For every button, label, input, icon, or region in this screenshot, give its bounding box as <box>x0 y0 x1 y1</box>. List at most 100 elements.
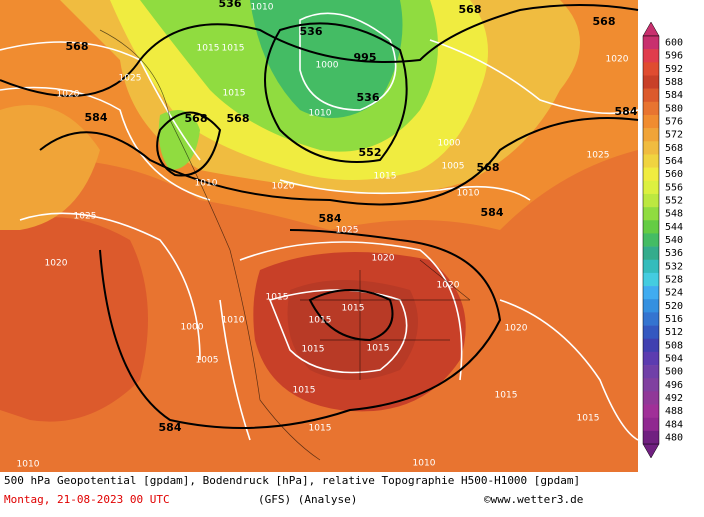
legend-label: 504 <box>665 353 683 364</box>
contour-label: 1020 <box>505 324 528 334</box>
legend-label: 556 <box>665 182 683 193</box>
legend-swatch <box>643 75 659 89</box>
legend-swatch <box>643 88 659 103</box>
contour-label: 1025 <box>74 212 97 222</box>
legend-label: 496 <box>665 380 683 391</box>
legend-label: 524 <box>665 288 683 299</box>
contour-label: 1000 <box>316 61 339 71</box>
contour-label: 536 <box>219 0 242 10</box>
legend-label: 600 <box>665 38 683 49</box>
contour-label: 552 <box>359 146 382 159</box>
contour-label: 1015 <box>293 386 316 396</box>
legend-label: 540 <box>665 235 683 246</box>
legend-label: 528 <box>665 274 683 285</box>
legend-swatch <box>643 391 659 405</box>
contour-label: 1015 <box>309 424 332 434</box>
contour-label: 1005 <box>442 162 465 172</box>
legend-swatch <box>643 233 659 247</box>
legend-label: 580 <box>665 103 683 114</box>
contour-label: 568 <box>593 15 616 28</box>
legend-swatch <box>643 141 659 155</box>
legend-swatch <box>643 351 659 366</box>
map-field <box>0 0 639 472</box>
legend-label: 560 <box>665 169 683 180</box>
legend-label: 484 <box>665 419 683 430</box>
contour-label: 1020 <box>57 90 80 100</box>
legend-label: 536 <box>665 248 683 259</box>
legend-swatch <box>643 365 659 379</box>
legend-swatch <box>643 259 659 274</box>
contour-label: 1020 <box>372 254 395 264</box>
legend-swatch <box>643 417 659 432</box>
contour-label: 568 <box>227 112 250 125</box>
legend-label: 516 <box>665 314 683 325</box>
legend-label: 548 <box>665 209 683 220</box>
legend-label: 544 <box>665 222 683 233</box>
legend-label: 552 <box>665 196 683 207</box>
contour-labels: 536 568 568 568 536 536 568 568 584 584 552 568 584 5… <box>17 0 638 470</box>
legend-label: 596 <box>665 51 683 62</box>
legend-label: 512 <box>665 327 683 338</box>
legend-label: 480 <box>665 432 683 443</box>
contour-label: 1010 <box>195 179 218 189</box>
color-legend: 600 596 592 588 584 580 576 572 568 564 560 556 552 5… <box>642 21 683 459</box>
contour-label: 584 <box>481 206 504 219</box>
legend-swatch <box>643 154 659 168</box>
contour-label: 1025 <box>336 226 359 236</box>
legend-label: 588 <box>665 77 683 88</box>
contour-label: 995 <box>354 51 377 64</box>
legend-swatch <box>643 338 659 353</box>
legend-arrow-top <box>642 21 660 37</box>
legend-swatch <box>643 193 659 208</box>
legend-label: 508 <box>665 340 683 351</box>
contour-label: 1015 <box>367 344 390 354</box>
contour-label: 1015 <box>302 345 325 355</box>
contour-label: 1015 <box>197 44 220 54</box>
contour-label: 1015 <box>223 89 246 99</box>
contour-label: 584 <box>159 421 182 434</box>
legend-swatch <box>643 180 659 195</box>
legend-swatch <box>643 36 659 50</box>
contour-label: 1000 <box>181 323 204 333</box>
legend-swatch <box>643 430 659 445</box>
contour-label: 1015 <box>577 414 600 424</box>
contour-label: 1010 <box>413 459 436 469</box>
contour-label: 1005 <box>196 356 219 366</box>
contour-label: 1010 <box>17 460 40 470</box>
contour-label: 584 <box>615 105 638 118</box>
legend-label: 584 <box>665 90 683 101</box>
contour-label: 1015 <box>309 316 332 326</box>
legend-swatch <box>643 114 659 129</box>
legend-label: 492 <box>665 393 683 404</box>
legend-swatch <box>643 378 659 392</box>
contour-label: 1000 <box>438 139 461 149</box>
legend-swatch <box>643 62 659 76</box>
contour-label: 1015 <box>495 391 518 401</box>
legend-swatch <box>643 404 659 418</box>
legend-frame <box>642 35 660 445</box>
legend-swatch <box>643 207 659 221</box>
contour-label: 1020 <box>272 182 295 192</box>
contour-label: 1025 <box>119 74 142 84</box>
legend-swatch <box>643 128 659 142</box>
contour-label: 1020 <box>606 55 629 65</box>
contour-label: 536 <box>300 25 323 38</box>
legend-label: 568 <box>665 143 683 154</box>
legend-label: 572 <box>665 130 683 141</box>
contour-label: 584 <box>85 111 108 124</box>
contour-label: 568 <box>66 40 89 53</box>
contour-label: 1025 <box>587 151 610 161</box>
contour-label: 1015 <box>374 172 397 182</box>
contour-label: 584 <box>319 212 342 225</box>
legend-swatch <box>643 312 659 326</box>
legend-swatch <box>643 272 659 287</box>
credit: ©www.wetter3.de <box>484 493 583 506</box>
legend-swatch <box>643 101 659 116</box>
legend-swatch <box>643 286 659 300</box>
contour-label: 1015 <box>342 304 365 314</box>
legend-swatch <box>643 325 659 340</box>
contour-label: 568 <box>185 112 208 125</box>
legend-label: 532 <box>665 261 683 272</box>
contour-label: 1010 <box>309 109 332 119</box>
contour-label: 1015 <box>266 293 289 303</box>
